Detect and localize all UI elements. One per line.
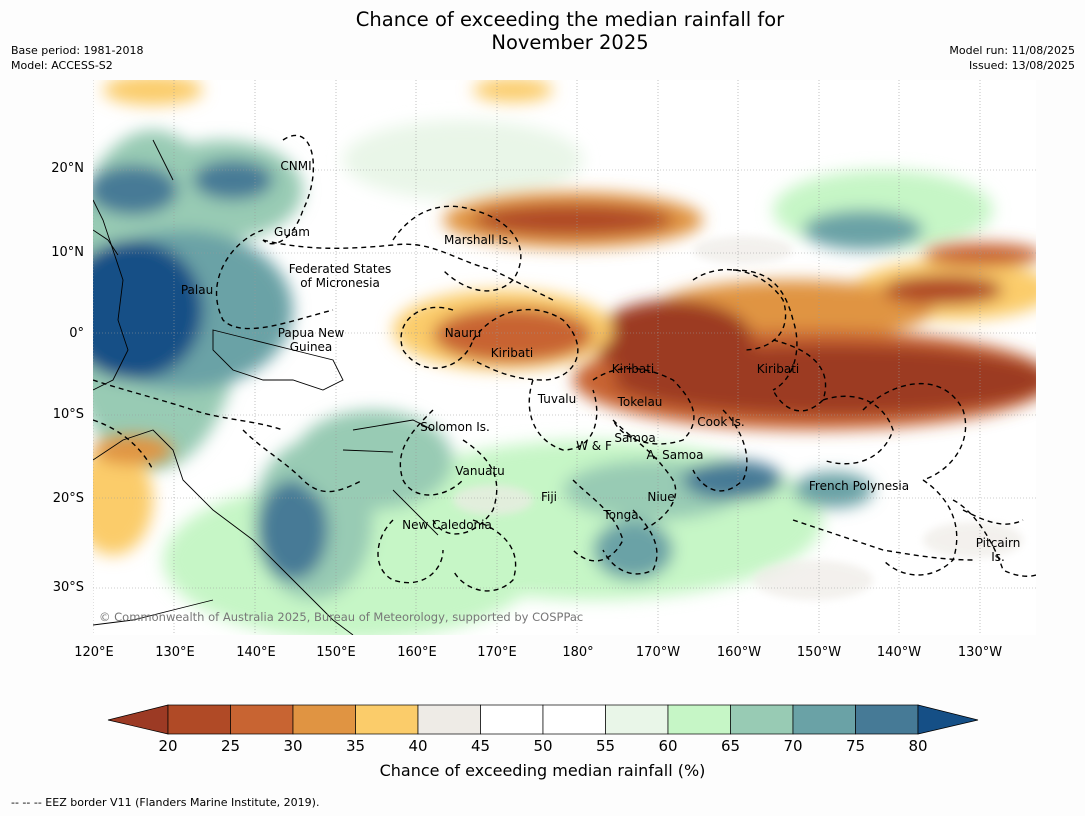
colorbar-bin-70-75 — [792, 704, 856, 735]
colorbar-tick-30: 30 — [283, 737, 303, 755]
lon-label-120e: 120°E — [74, 645, 114, 660]
label-wallis-futuna: W & F — [576, 439, 612, 453]
colorbar-tick-35: 35 — [345, 737, 366, 755]
colorbar-tick-80: 80 — [908, 737, 928, 755]
label-marshall-islands: Marshall Is. — [444, 233, 512, 247]
neutral-patches — [453, 236, 1023, 600]
lon-label-150e: 150°E — [316, 645, 356, 660]
dry-anomaly-regions — [93, 80, 1036, 555]
label-cnmi: CNMI — [280, 159, 312, 173]
base-period: Base period: 1981-2018 — [11, 44, 144, 57]
lon-label-150w: 150°W — [796, 645, 842, 660]
graticule — [93, 80, 1036, 635]
label-pitcairn: Pitcairn Is. — [975, 536, 1021, 564]
lat-label-0: 0° — [69, 326, 84, 341]
lon-label-140e: 140°E — [236, 645, 276, 660]
model-name: Model: ACCESS-S2 — [11, 59, 113, 72]
eez-footnote: -- -- -- EEZ border V11 (Flanders Marine… — [11, 796, 320, 809]
colorbar-graphic — [107, 704, 979, 735]
label-new-caledonia: New Caledonia — [402, 518, 492, 532]
label-kiribati-west: Kiribati — [490, 346, 534, 360]
colorbar-bin-65-70 — [730, 704, 794, 735]
colorbar-extend-low — [107, 704, 169, 735]
lon-label-180: 180° — [562, 645, 594, 660]
wet-anomaly-regions — [93, 120, 993, 635]
label-tuvalu: Tuvalu — [537, 392, 577, 406]
label-kiribati-east: Kiribati — [756, 362, 800, 376]
label-niue: Niue — [647, 490, 675, 504]
lon-label-130w: 130°W — [957, 645, 1003, 660]
lat-label-30s: 30°S — [52, 580, 84, 595]
map-canvas — [93, 80, 1036, 635]
lon-label-170w: 170°W — [635, 645, 681, 660]
colorbar-bin-45-50 — [480, 704, 544, 735]
colorbar-bin-50-55 — [542, 704, 606, 735]
lon-label-160e: 160°E — [397, 645, 437, 660]
label-guam: Guam — [274, 225, 310, 239]
colorbar-bin-30-35 — [292, 704, 356, 735]
colorbar-bin-25-30 — [230, 704, 294, 735]
meta-right: Model run: 11/08/2025 Issued: 13/08/2025 — [949, 43, 1075, 73]
label-nauru: Nauru — [444, 326, 482, 340]
lat-label-20s: 20°S — [52, 491, 84, 506]
meta-left: Base period: 1981-2018 Model: ACCESS-S2 — [11, 43, 143, 73]
colorbar-bin-60-65 — [667, 704, 731, 735]
lat-label-10s: 10°S — [52, 407, 84, 422]
label-tonga: Tonga — [603, 508, 639, 522]
colorbar-extend-high — [917, 704, 979, 735]
lon-label-130e: 130°E — [155, 645, 195, 660]
colorbar-label: Chance of exceeding median rainfall (%) — [379, 761, 706, 780]
lat-label-10n: 10°N — [51, 245, 84, 260]
colorbar-tick-50: 50 — [533, 737, 553, 755]
colorbar-tick-70: 70 — [783, 737, 803, 755]
label-french-polynesia: French Polynesia — [808, 479, 910, 493]
map-title: Chance of exceeding the median rainfall … — [355, 8, 785, 54]
colorbar-bin-35-40 — [355, 704, 419, 735]
colorbar-tick-40: 40 — [408, 737, 428, 755]
coastlines — [93, 139, 439, 635]
label-fiji: Fiji — [540, 490, 558, 504]
label-solomon-islands: Solomon Is. — [420, 420, 490, 434]
colorbar-bin-20-25 — [167, 704, 231, 735]
colorbar-tick-45: 45 — [470, 737, 491, 755]
colorbar-bin-55-60 — [605, 704, 669, 735]
colorbar-tick-60: 60 — [658, 737, 678, 755]
label-kiribati-central: Kiribati — [611, 362, 655, 376]
rainfall-map — [93, 80, 1036, 635]
colorbar-bin-40-45 — [417, 704, 481, 735]
copyright-notice: © Commonwealth of Australia 2025, Bureau… — [99, 610, 584, 624]
label-papua-new-guinea: Papua New Guinea — [277, 326, 345, 354]
label-palau: Palau — [180, 283, 214, 297]
label-cook-islands: Cook Is. — [697, 415, 745, 429]
issued-date: Issued: 13/08/2025 — [968, 59, 1075, 72]
colorbar-bin-75-80 — [855, 704, 919, 735]
lon-label-140w: 140°W — [876, 645, 922, 660]
lon-label-170e: 170°E — [477, 645, 517, 660]
colorbar-tick-55: 55 — [595, 737, 616, 755]
label-tokelau: Tokelau — [617, 395, 663, 409]
label-american-samoa: A. Samoa — [646, 448, 704, 462]
colorbar-tick-20: 20 — [158, 737, 178, 755]
label-micronesia: Federated States of Micronesia — [288, 262, 392, 290]
colorbar-tick-25: 25 — [220, 737, 241, 755]
colorbar-tick-75: 75 — [845, 737, 866, 755]
lat-label-20n: 20°N — [51, 161, 84, 176]
colorbar-tick-65: 65 — [720, 737, 741, 755]
model-run: Model run: 11/08/2025 — [949, 44, 1075, 57]
lon-label-160w: 160°W — [716, 645, 762, 660]
colorbar — [100, 700, 990, 740]
label-vanuatu: Vanuatu — [455, 464, 505, 478]
eez-borders — [93, 134, 1036, 592]
label-samoa: Samoa — [614, 431, 656, 445]
